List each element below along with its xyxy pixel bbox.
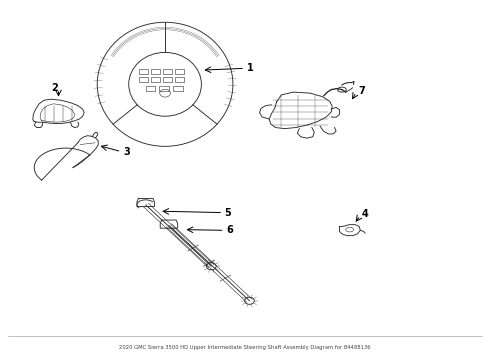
Bar [163,77,172,82]
Bar [151,77,160,82]
Bar [159,86,169,91]
Text: 6: 6 [226,225,233,235]
Bar [151,69,160,74]
Bar [175,69,184,74]
Bar [175,77,184,82]
Text: 2020 GMC Sierra 3500 HD Upper Intermediate Steering Shaft Assembly Diagram for 8: 2020 GMC Sierra 3500 HD Upper Intermedia… [119,345,371,350]
Text: 4: 4 [361,210,368,219]
Bar [146,86,155,91]
Text: 1: 1 [247,63,254,73]
Bar [173,86,182,91]
Text: 2: 2 [52,83,58,93]
Text: 5: 5 [224,208,231,217]
Text: 7: 7 [358,86,365,96]
Bar [163,69,172,74]
Bar [139,69,147,74]
Text: 3: 3 [123,147,130,157]
Bar [139,77,147,82]
